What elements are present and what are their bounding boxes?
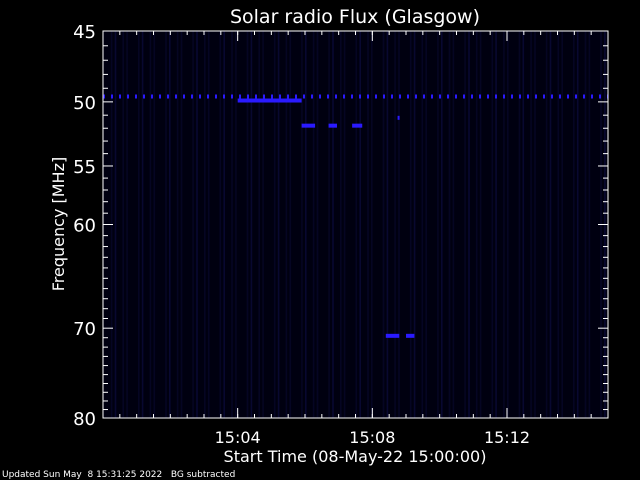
background-striation [169, 31, 171, 418]
background-striation [316, 31, 319, 418]
y-tick-label: 50 [73, 93, 96, 114]
background-striation [491, 31, 494, 418]
background-striation [507, 31, 509, 418]
background-striation [475, 31, 478, 418]
background-striation [180, 31, 183, 418]
background-striation [176, 31, 179, 418]
background-striation [223, 31, 225, 418]
background-striation [231, 31, 233, 418]
background-striation [530, 31, 532, 418]
background-striation [235, 31, 237, 418]
y-tick-label: 80 [73, 409, 96, 430]
background-striation [332, 31, 334, 418]
background-striation [371, 31, 373, 418]
background-striation [452, 31, 455, 418]
background-striation [153, 31, 156, 418]
signal-burst [301, 123, 316, 128]
background-striation [588, 31, 591, 418]
background-striation [518, 31, 521, 418]
background-striation [262, 31, 264, 418]
background-striation [246, 31, 249, 418]
background-striation [114, 31, 117, 418]
background-striation [557, 31, 560, 418]
background-striation [382, 31, 385, 418]
y-tick-label: 70 [73, 319, 96, 340]
footer-note: BG subtracted [170, 470, 236, 480]
background-striation [468, 31, 470, 418]
background-striation [328, 31, 330, 418]
plot-area: 45 50 55 60 70 80 15:04 15:08 15:12 [73, 22, 609, 447]
background-striation [149, 31, 152, 418]
background-striation [437, 31, 439, 418]
background-striation [258, 31, 260, 418]
background-striation [359, 31, 361, 418]
background-striation [122, 31, 124, 418]
background-striation [386, 31, 389, 418]
background-striation [413, 31, 416, 418]
background-striation [305, 31, 307, 418]
background-striation [273, 31, 276, 418]
background-striation [165, 31, 167, 418]
background-striation [464, 31, 466, 418]
background-striation [367, 31, 369, 418]
background-striation [448, 31, 451, 418]
background-striation [312, 31, 315, 418]
signal-burst [397, 115, 400, 120]
background-striation [522, 31, 525, 418]
signal-burst [385, 333, 400, 338]
x-tick-label: 15:08 [349, 428, 395, 447]
background-striation [289, 31, 292, 418]
background-striation [285, 31, 288, 418]
background-striation [250, 31, 253, 418]
background-striation [561, 31, 563, 418]
footer-status: Updated Sun May 8 15:31:25 2022 BG subtr… [2, 470, 235, 480]
x-tick-label: 15:04 [215, 428, 261, 447]
background-striation [126, 31, 128, 418]
background-striation [549, 31, 552, 418]
background-striation [196, 31, 198, 418]
background-striation [534, 31, 536, 418]
background-striation [141, 31, 144, 418]
background-striation [394, 31, 396, 418]
background-striation [545, 31, 548, 418]
background-striation [207, 31, 210, 418]
background-striation [584, 31, 587, 418]
background-striation [138, 31, 140, 418]
background-striation [277, 31, 280, 418]
background-striation [503, 31, 505, 418]
background-striation [573, 31, 575, 418]
background-striation [425, 31, 427, 418]
background-striation [301, 31, 303, 418]
signal-burst [328, 123, 337, 128]
background-striation [479, 31, 482, 418]
background-striation [409, 31, 412, 418]
y-tick-label: 60 [73, 216, 96, 237]
background-striation [204, 31, 206, 418]
y-tick-label: 55 [73, 157, 96, 178]
background-striation [340, 31, 342, 418]
y-axis-label: Frequency [MHz] [49, 157, 68, 291]
background-striation [495, 31, 497, 418]
background-striation [192, 31, 194, 418]
y-tick-label: 45 [73, 22, 96, 43]
background-striation [398, 31, 400, 418]
footer-updated: Updated Sun May 8 15:31:25 2022 [2, 470, 163, 480]
signal-burst [237, 98, 302, 103]
background-striation [355, 31, 358, 418]
signal-burst [406, 333, 415, 338]
background-striation [421, 31, 424, 418]
x-axis-label: Start Time (08-May-22 15:00:00) [224, 447, 487, 466]
signal-burst [352, 123, 363, 128]
x-tick-label: 15:12 [484, 428, 530, 447]
background-striation [576, 31, 579, 418]
background-striation [343, 31, 346, 418]
background-striation [219, 31, 222, 418]
background-striation [441, 31, 443, 418]
chart-title: Solar radio Flux (Glasgow) [230, 6, 480, 28]
